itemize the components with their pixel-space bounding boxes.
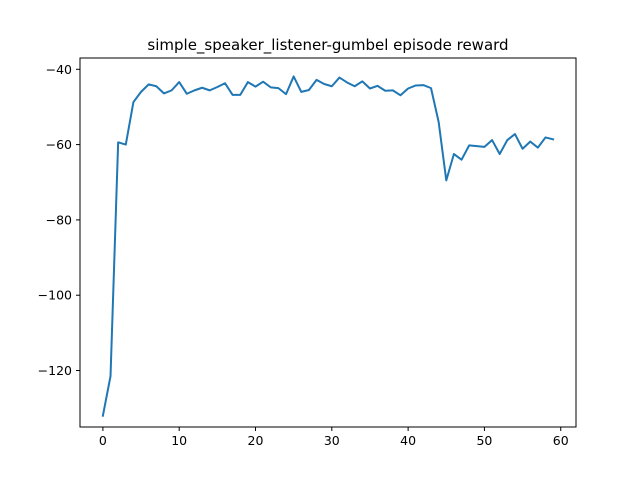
x-tick-label: 20 [248,433,264,448]
y-tick-label: −120 [38,363,72,378]
series-line-0 [101,75,555,417]
x-tick-label: 10 [171,433,187,448]
x-tick-label: 40 [400,433,416,448]
x-axis: 0 10 20 30 40 50 60 [99,427,569,448]
plot-area [101,75,555,417]
y-tick-label: −80 [46,212,72,227]
x-tick-label: 30 [324,433,340,448]
y-tick-label: −40 [46,62,72,77]
axes-frame [79,57,577,428]
y-tick-label: −60 [46,137,72,152]
y-axis: −120 −100 −80 −60 −40 [38,62,80,378]
x-tick-label: 50 [476,433,492,448]
y-tick-label: −100 [38,288,72,303]
chart-title: simple_speaker_listener-gumbel episode r… [147,36,508,55]
x-tick-label: 0 [99,433,107,448]
x-tick-label: 60 [553,433,569,448]
